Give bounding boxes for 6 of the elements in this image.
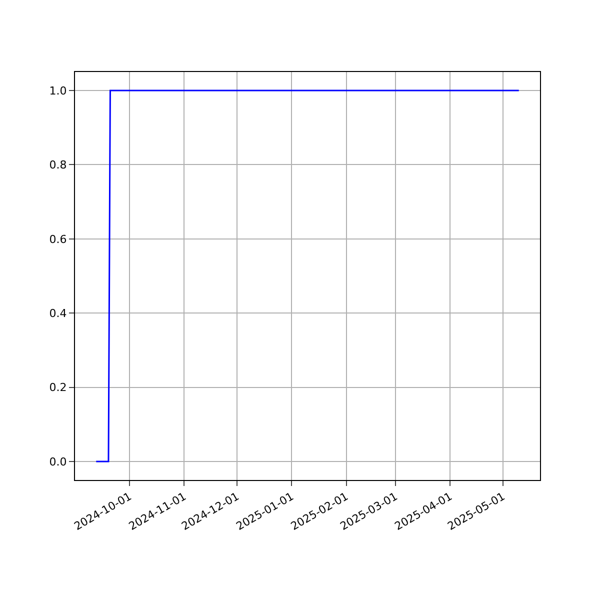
y-tick-label: 0.0 [49, 455, 67, 468]
y-tick-label: 0.2 [49, 381, 67, 394]
y-tick-label: 0.6 [49, 232, 67, 246]
y-tick-label: 1.0 [49, 84, 67, 98]
y-tick-label: 0.4 [49, 306, 67, 320]
y-tick-label: 0.8 [49, 158, 67, 172]
